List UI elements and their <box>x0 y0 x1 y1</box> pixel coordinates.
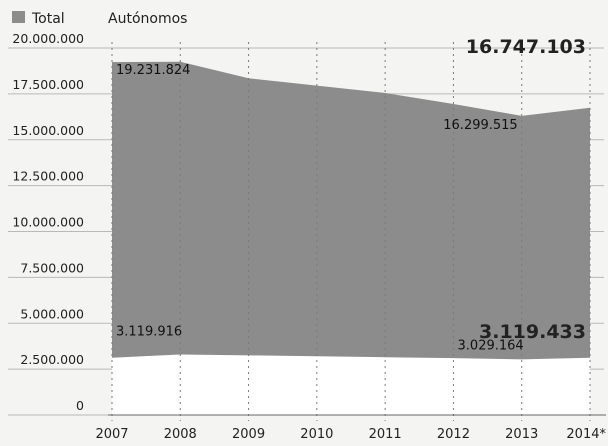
y-tick-label: 17.500.000 <box>12 77 84 92</box>
legend-label-autonomos: Autónomos <box>108 11 187 27</box>
data-label: 16.299.515 <box>443 118 517 133</box>
data-label: 3.029.164 <box>458 338 524 353</box>
y-tick-label: 12.500.000 <box>12 169 84 184</box>
area-autonomos <box>112 354 590 415</box>
x-axis: 2007 2008 2009 2010 2011 2012 2013 2014* <box>95 414 606 442</box>
data-label: 16.747.103 <box>466 36 586 58</box>
x-tick-label: 2011 <box>369 427 402 442</box>
y-tick-label: 7.500.000 <box>20 260 84 275</box>
data-label: 3.119.916 <box>116 325 182 340</box>
data-label: 3.119.433 <box>479 321 586 343</box>
x-tick-label: 2013 <box>505 427 538 442</box>
x-tick-label: 2007 <box>95 427 128 442</box>
x-tick-label: 2010 <box>300 427 333 442</box>
y-tick-label: 0 <box>76 398 84 413</box>
series-areas <box>112 61 590 415</box>
x-tick-label: 2012 <box>437 427 470 442</box>
y-tick-label: 2.500.000 <box>20 352 84 367</box>
y-tick-label: 5.000.000 <box>20 306 84 321</box>
x-tick-label: 2008 <box>164 427 197 442</box>
legend-label-total: Total <box>31 11 65 27</box>
legend: Total Autónomos <box>12 11 187 27</box>
annotations: 19.231.824 16.299.515 16.747.103 3.119.916 3… <box>116 36 586 353</box>
data-label: 19.231.824 <box>116 63 190 78</box>
area-total <box>112 61 590 415</box>
y-tick-label: 15.000.000 <box>12 123 84 138</box>
y-axis: 20.000.000 17.500.000 15.000.000 12.500.000… <box>12 31 84 413</box>
y-tick-label: 20.000.000 <box>12 31 84 46</box>
legend-swatch-total <box>12 11 25 23</box>
x-tick-label: 2009 <box>232 427 265 442</box>
y-tick-label: 10.000.000 <box>12 215 84 230</box>
x-tick-label: 2014* <box>566 427 606 442</box>
